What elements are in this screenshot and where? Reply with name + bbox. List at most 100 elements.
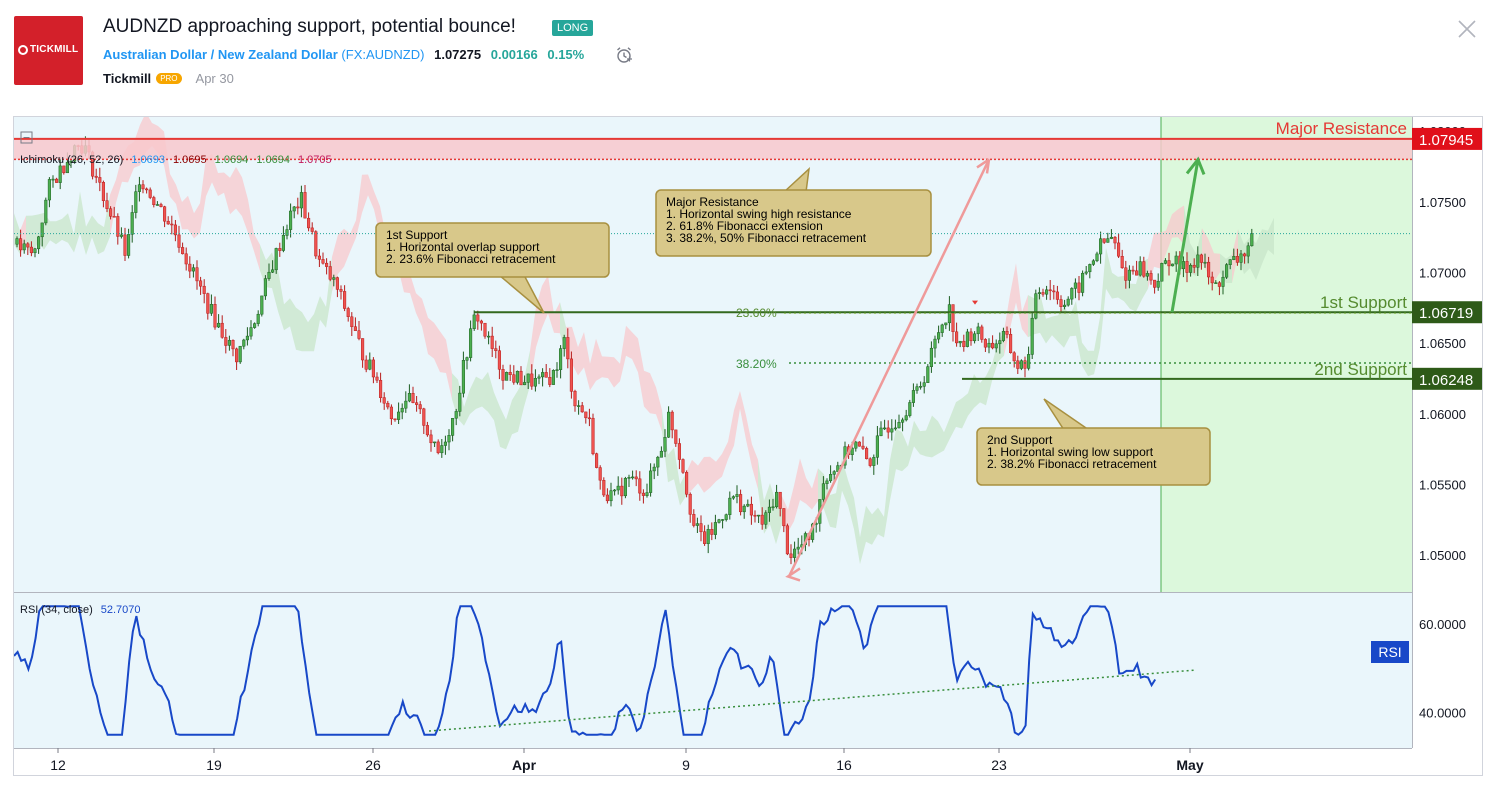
candle-body — [634, 476, 638, 480]
candle-body — [195, 267, 199, 282]
symbol-name-link[interactable]: Australian Dollar / New Zealand Dollar — [103, 47, 338, 62]
level-name-label: 2nd Support — [1314, 360, 1407, 379]
candle-body — [1171, 263, 1175, 267]
cloud-segment — [260, 244, 332, 352]
candle-body — [872, 457, 876, 466]
candle-body — [1203, 261, 1207, 264]
candle-body — [721, 519, 725, 521]
candle-body — [1210, 276, 1214, 284]
candle-body — [177, 234, 181, 248]
symbol-ticker-link[interactable]: FX:AUDNZD — [345, 47, 421, 62]
candle-body — [274, 248, 278, 271]
candle-body — [55, 178, 59, 183]
author-name-link[interactable]: Tickmill — [103, 71, 152, 86]
candle-body — [767, 506, 771, 513]
candle-body — [929, 347, 933, 367]
candle-body — [235, 348, 239, 363]
candle-body — [613, 489, 617, 492]
candle-body — [879, 427, 883, 437]
candle-body — [1070, 288, 1074, 300]
candle-body — [1142, 261, 1146, 277]
candle-body — [1225, 264, 1229, 278]
candle-body — [260, 295, 264, 315]
candle-body — [595, 453, 599, 468]
chart-container[interactable]: 23.60%38.20% 1.080001.075001.070001.0650… — [13, 112, 1483, 776]
candle-body — [641, 492, 645, 496]
candle-body — [134, 191, 138, 213]
candle-body — [422, 408, 426, 426]
candle-body — [710, 529, 714, 535]
candle-body — [44, 199, 48, 224]
candle-body — [393, 418, 397, 421]
candle-body — [267, 271, 271, 279]
candle-body — [1124, 267, 1128, 281]
callout-box — [976, 427, 1211, 486]
ichimoku-value: 1.0695 — [173, 154, 207, 166]
candle-body — [667, 411, 671, 438]
alarm-clock-icon[interactable] — [615, 46, 633, 64]
candle-body — [771, 506, 775, 509]
candle-body — [1066, 298, 1070, 306]
rsi-badge-text: RSI — [1378, 644, 1401, 660]
candle-body — [602, 480, 606, 496]
rsi-series — [13, 605, 1197, 736]
idea-title: AUDNZD approaching support, potential bo… — [103, 16, 516, 37]
candle-body — [821, 483, 825, 500]
collapse-legend-icon[interactable] — [20, 131, 33, 144]
level-price-text: 1.07945 — [1419, 132, 1473, 149]
candle-body — [901, 419, 905, 423]
candle-body — [1250, 233, 1254, 247]
candle-body — [368, 359, 372, 370]
close-icon[interactable] — [1456, 18, 1478, 40]
author-line: Tickmill PRO Apr 30 — [103, 71, 234, 86]
candle-body — [497, 350, 501, 370]
rally-arrow-tail — [785, 567, 801, 582]
candle-body — [490, 335, 494, 349]
candle-body — [339, 289, 343, 292]
candle-body — [832, 471, 836, 475]
symbol-line: Australian Dollar / New Zealand Dollar (… — [103, 47, 585, 62]
candle-body — [1073, 282, 1077, 289]
chart-svg[interactable]: 23.60%38.20% 1.080001.075001.070001.0650… — [13, 112, 1482, 775]
candle-body — [1199, 254, 1203, 263]
candle-body — [40, 222, 44, 238]
candle-body — [116, 216, 120, 237]
candle-body — [555, 369, 559, 371]
candle-body — [242, 339, 246, 347]
candle-body — [620, 485, 624, 497]
candle-body — [1127, 269, 1131, 281]
callout-box — [375, 222, 610, 278]
candle-body — [440, 445, 444, 454]
candle-body — [404, 400, 408, 409]
candle-body — [573, 390, 577, 407]
candle-body — [447, 435, 451, 443]
candle-body — [911, 390, 915, 403]
candle-body — [379, 380, 383, 398]
price-axis: 1.080001.075001.070001.065001.060001.055… — [1419, 124, 1466, 563]
time-tick-label: Apr — [512, 757, 537, 773]
candle-body — [1016, 360, 1020, 369]
candle-body — [199, 280, 203, 287]
candle-body — [231, 340, 235, 350]
candle-body — [530, 373, 534, 387]
candle-body — [271, 269, 275, 273]
candle-body — [335, 277, 339, 290]
candle-body — [944, 322, 948, 326]
candle-body — [62, 165, 66, 174]
candle-body — [580, 405, 584, 413]
candle-body — [717, 519, 721, 523]
price-tick-label: 1.05000 — [1419, 548, 1466, 563]
candle-body — [130, 212, 134, 235]
candle-body — [454, 411, 458, 419]
candle-body — [674, 429, 678, 444]
candle-body — [1084, 271, 1088, 274]
candle-body — [991, 342, 995, 349]
callout-text: 1. Horizontal swing high resistance — [666, 207, 852, 221]
candle-body — [1232, 256, 1236, 260]
tickmill-logo[interactable]: TICKMILL — [14, 16, 83, 85]
candle-body — [213, 304, 217, 328]
candle-body — [170, 223, 174, 226]
callout-text: 2nd Support — [987, 433, 1053, 447]
cloud-segment — [110, 112, 260, 271]
